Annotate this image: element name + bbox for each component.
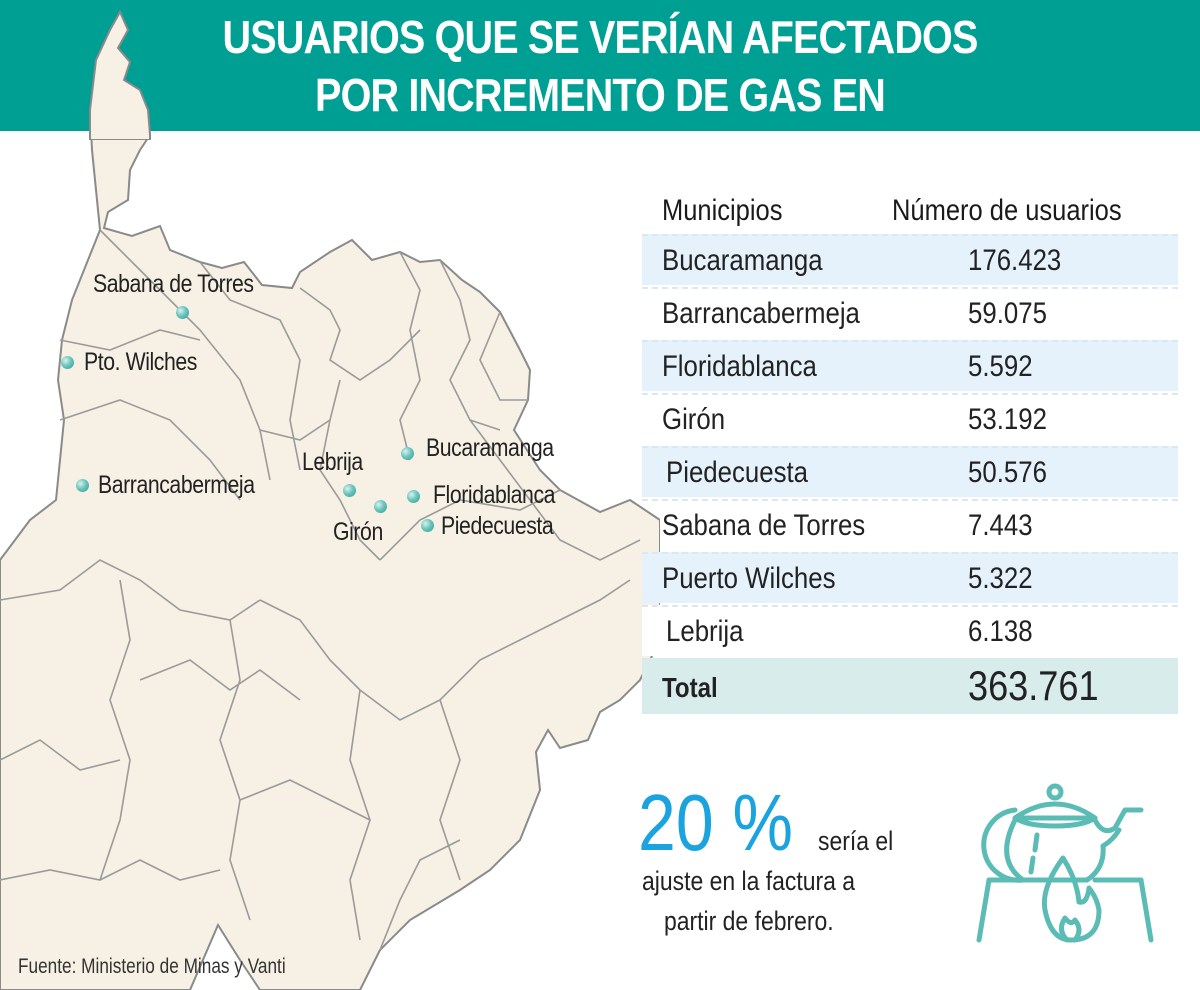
map-marker-piedecuesta	[421, 519, 434, 532]
table-row: Sabana de Torres 7.443	[642, 499, 1178, 550]
title-line-1: USUARIOS QUE SE VERÍAN AFECTADOS	[222, 11, 979, 63]
map-label-giron: Girón	[333, 518, 383, 546]
table-row: Lebrija 6.138	[642, 605, 1178, 656]
municipio-cell: Bucaramanga	[662, 244, 823, 277]
column-header-municipios: Municipios	[662, 194, 783, 227]
table-row: Piedecuesta 50.576	[642, 446, 1178, 497]
map-label-pto-wilches: Pto. Wilches	[84, 348, 197, 376]
municipio-cell: Floridablanca	[662, 350, 817, 383]
stat-text-line-3: partir de febrero.	[664, 906, 834, 936]
santander-map	[0, 9, 660, 990]
map-marker-sabana-de-torres	[176, 306, 189, 319]
total-value: 363.761	[968, 662, 1099, 709]
map-label-bucaramanga: Bucaramanga	[426, 434, 554, 462]
stat-percentage: 20 %	[638, 778, 793, 867]
municipio-cell: Barrancabermeja	[662, 297, 860, 330]
map-label-sabana-de-torres: Sabana de Torres	[93, 270, 254, 298]
table-row: Puerto Wilches 5.322	[642, 552, 1178, 603]
table-row: Bucaramanga 176.423	[642, 234, 1178, 285]
kettle-on-fire-icon	[976, 783, 1154, 943]
users-table: Municipios Número de usuarios Bucaramang…	[642, 188, 1178, 716]
page-title: USUARIOS QUE SE VERÍAN AFECTADOS POR INC…	[213, 8, 987, 182]
map-label-barrancabermeja: Barrancabermeja	[98, 471, 255, 499]
usuarios-cell: 6.138	[968, 615, 1033, 648]
map-marker-giron	[374, 500, 387, 513]
usuarios-cell: 5.592	[968, 350, 1033, 383]
table-header: Municipios Número de usuarios	[642, 188, 1178, 234]
municipio-cell: Sabana de Torres	[662, 509, 866, 542]
municipio-cell: Girón	[662, 403, 726, 436]
map-marker-pto-wilches	[61, 356, 74, 369]
map-marker-bucaramanga	[401, 447, 414, 460]
usuarios-cell: 5.322	[968, 562, 1033, 595]
municipio-cell: Piedecuesta	[666, 456, 809, 489]
map-label-lebrija: Lebrija	[302, 448, 363, 476]
table-row: Girón 53.192	[642, 393, 1178, 444]
total-label: Total	[662, 672, 718, 703]
source-note: Fuente: Ministerio de Minas y Vanti	[18, 955, 286, 978]
column-header-usuarios: Número de usuarios	[892, 194, 1122, 227]
table-row: Floridablanca 5.592	[642, 340, 1178, 391]
stat-text-line-1: sería el	[818, 826, 894, 856]
map-north-tip	[89, 9, 151, 140]
municipio-cell: Puerto Wilches	[662, 562, 836, 595]
usuarios-cell: 53.192	[968, 403, 1047, 436]
map-marker-barrancabermeja	[76, 479, 89, 492]
map-label-piedecuesta: Piedecuesta	[441, 512, 554, 540]
table-total-row: Total 363.761	[642, 658, 1178, 714]
usuarios-cell: 50.576	[968, 456, 1047, 489]
table-row: Barrancabermeja 59.075	[642, 287, 1178, 338]
map-marker-floridablanca	[407, 490, 420, 503]
usuarios-cell: 59.075	[968, 297, 1047, 330]
map-label-floridablanca: Floridablanca	[433, 481, 556, 509]
header-band	[0, 0, 1200, 131]
title-line-2: POR INCREMENTO DE GAS EN SANTANDER	[315, 69, 886, 179]
department-outline	[0, 9, 660, 990]
map-marker-lebrija	[343, 484, 356, 497]
usuarios-cell: 7.443	[968, 509, 1033, 542]
usuarios-cell: 176.423	[968, 244, 1062, 277]
municipio-cell: Lebrija	[666, 615, 744, 648]
stat-text-line-2: ajuste en la factura a	[642, 866, 856, 896]
